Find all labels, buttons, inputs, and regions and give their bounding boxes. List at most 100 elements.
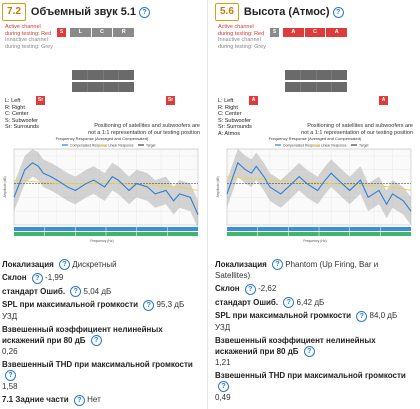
help-icon[interactable]: ? — [218, 381, 229, 393]
active-line-2: during testing: Red — [218, 30, 265, 37]
inactive-line-2: during testing: Grey — [218, 43, 266, 50]
spec-value: 1,21 — [215, 357, 231, 367]
speaker-diagram: Active channel during testing: Red Innac… — [215, 24, 415, 137]
frequency-response-chart[interactable]: Frequency Response (Averaged and Compens… — [215, 135, 415, 255]
column-divider — [207, 0, 208, 409]
note-line-2: not a 1:1 representation of our testing … — [88, 129, 200, 136]
spread-band — [14, 149, 198, 229]
legend-item: R: Right — [5, 104, 25, 111]
spec-thd-max: Взвешенный THD при максимальной громкост… — [2, 359, 202, 392]
legend-item: S: Subwoofer — [5, 117, 39, 124]
help-icon[interactable]: ? — [272, 259, 284, 271]
legend-item: C: Center — [5, 111, 29, 118]
spec-stderr: стандарт Ошиб. ? 6,42 дБ — [215, 297, 415, 309]
help-icon[interactable]: ? — [332, 6, 344, 18]
chart-title: Frequency Response (Averaged and Compens… — [269, 136, 362, 141]
spec-value: Дискретный — [72, 260, 117, 269]
spec-label: Взвешенный коэффициент нелинейных искаже… — [215, 335, 376, 356]
linear-response-line — [226, 176, 412, 191]
help-icon[interactable]: ? — [244, 283, 256, 295]
inactive-line-2: during testing: Grey — [5, 43, 53, 50]
spec-spl: SPL при максимальной громкости ? 95,3 дБ… — [2, 299, 202, 321]
legend-label: Linear Response — [321, 143, 347, 147]
help-icon[interactable]: ? — [70, 286, 82, 298]
spec-thd-80: Взвешенный коэффициент нелинейных искаже… — [2, 324, 202, 357]
positioning-note: Positioning of satellites and subwoofers… — [62, 123, 200, 136]
surround-51-section: 7.2 Объемный звук 5.1 ? Active channel d… — [2, 0, 202, 409]
help-icon[interactable]: ? — [283, 297, 295, 309]
spec-label: Склон — [215, 284, 240, 294]
help-icon[interactable]: ? — [303, 345, 315, 357]
spec-slope: Склон ? -1,99 — [2, 272, 202, 284]
score-badge: 5.6 — [215, 3, 239, 21]
spec-value: 5,04 дБ — [83, 286, 112, 296]
active-channel-note: Active channel during testing: Red — [218, 24, 264, 37]
height-atmos-section: 5.6 Высота (Атмос) ? Active channel duri… — [215, 0, 415, 409]
spec-value: Phantom (Up Firing, Bar и Satellites) — [215, 260, 379, 281]
spec-label: SPL при максимальной громкости — [2, 300, 139, 310]
note-line-2: not a 1:1 representation of our testing … — [301, 129, 413, 136]
spec-slope: Склон ? -2,62 — [215, 283, 415, 295]
frequency-response-chart[interactable]: Frequency Response (Averaged and Compens… — [2, 135, 202, 255]
spec-label: Локализация — [215, 260, 267, 269]
spec-label: стандарт Ошиб. — [2, 286, 66, 296]
channel-legend: L: Left R: Right C: Center S: Subwoofer … — [5, 98, 39, 131]
help-icon[interactable]: ? — [143, 299, 155, 311]
tv-top-shape — [72, 70, 134, 80]
spec-value: -1,99 — [45, 273, 64, 283]
spec-list: Локализация ? Дискретный Склон ? -1,99 с… — [2, 259, 202, 408]
spec-value: -2,62 — [258, 284, 277, 294]
active-line-2: during testing: Red — [5, 30, 52, 37]
help-icon[interactable]: ? — [59, 259, 71, 271]
spec-localization: Локализация ? Phantom (Up Firing, Bar и … — [215, 259, 415, 281]
linear-response-line — [13, 179, 199, 191]
surround-right-marker: Sr — [166, 96, 175, 105]
help-icon[interactable]: ? — [139, 6, 151, 18]
active-line-1: Active channel — [218, 24, 254, 30]
speaker-diagram: Active channel during testing: Red Innac… — [2, 24, 202, 136]
legend-item: Sr: Surrounds — [5, 124, 39, 131]
note-line-1: Positioning of satellites and subwoofers… — [307, 123, 413, 129]
legend-item: R: Right — [218, 104, 238, 111]
section-header: 5.6 Высота (Атмос) ? — [215, 3, 344, 21]
legend-label: Target — [146, 143, 155, 147]
legend-label: Compensated Response — [70, 143, 107, 147]
legend-item: A: Atmos — [218, 130, 241, 137]
help-icon[interactable]: ? — [90, 334, 102, 346]
speaker-right: R — [113, 28, 135, 37]
speaker-center: C — [304, 28, 326, 37]
x-axis-label: Frequency (Hz) — [303, 239, 326, 243]
inactive-channel-note: Innactive channel during testing: Grey — [5, 37, 53, 50]
spec-stderr: стандарт Ошиб. ? 5,04 дБ — [2, 286, 202, 298]
note-line-1: Positioning of satellites and subwoofers… — [94, 123, 200, 129]
spec-label: Взвешенный коэффициент нелинейных искаже… — [2, 324, 163, 345]
section-header: 7.2 Объемный звук 5.1 ? — [2, 3, 151, 21]
speaker-center: C — [91, 28, 113, 37]
tv-top-shape — [285, 70, 347, 80]
help-icon[interactable]: ? — [5, 370, 16, 382]
spec-list: Локализация ? Phantom (Up Firing, Bar и … — [215, 259, 415, 405]
section-title: Объемный звук 5.1 — [30, 6, 137, 18]
help-icon[interactable]: ? — [356, 310, 368, 322]
legend-item: L: Left — [218, 98, 234, 104]
subwoofer-marker: S — [57, 28, 66, 37]
score-badge: 7.2 — [2, 3, 26, 21]
spec-label: стандарт Ошиб. — [215, 297, 279, 307]
front-speaker-bar: L C R — [70, 28, 135, 37]
help-icon[interactable]: ? — [73, 394, 85, 406]
legend-item: S: Subwoofer — [218, 117, 252, 124]
spec-unit: УЗД — [215, 322, 231, 332]
subwoofer-marker: S — [270, 28, 279, 37]
inactive-line-1: Innactive channel — [218, 37, 261, 43]
help-icon[interactable]: ? — [31, 272, 43, 284]
compensated-response-line — [13, 162, 199, 215]
compensated-response-line — [226, 161, 412, 212]
spec-label: Взвешенный THD при максимальной громкост… — [2, 359, 193, 369]
section-title: Высота (Атмос) — [243, 6, 330, 18]
spec-label: SPL при максимальной громкости — [215, 311, 352, 321]
atmos-left-marker: A — [249, 96, 258, 105]
y-axis-label: Amplitude (dB) — [3, 176, 7, 197]
legend-label: Compensated Response — [283, 143, 320, 147]
front-speaker-bar: A C A — [283, 28, 348, 37]
tv-bottom-shape — [72, 82, 134, 92]
